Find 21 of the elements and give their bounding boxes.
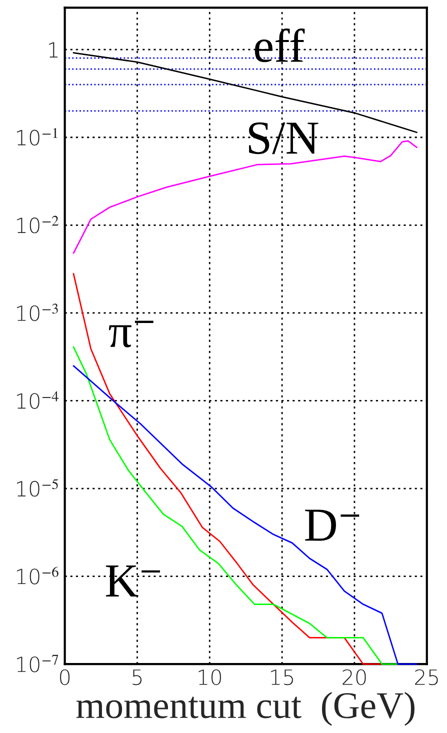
x-tick-label: 10 [198, 669, 221, 686]
x-axis-title: momentum cut (GeV) [76, 692, 414, 726]
y-tick-label: 1 [48, 42, 58, 58]
y-tick-label: 10$^{−3}$ [17, 304, 58, 322]
y-tick-label: 10$^{−4}$ [17, 391, 58, 409]
x-tick-label: 15 [271, 670, 293, 686]
x-tick-label: 0 [60, 669, 70, 686]
y-tick-label: 10$^{−6}$ [17, 566, 58, 584]
series-label: S/N [249, 122, 318, 154]
line-series [72, 272, 383, 665]
series-label: K$^{−}$ [106, 566, 160, 596]
series-label: eff [254, 28, 305, 62]
x-tick-label: 20 [342, 669, 366, 686]
x-tick-label: 25 [415, 669, 438, 686]
y-tick-label: 10$^{−5}$ [17, 478, 58, 497]
series-label: D$^{−}$ [305, 510, 360, 541]
series-label: π$^{−}$ [108, 320, 154, 348]
y-tick-label: 10$^{−1}$ [17, 128, 58, 146]
x-tick-label: 5 [132, 670, 142, 686]
y-tick-label: 10$^{−7}$ [17, 654, 58, 672]
y-tick-label: 10$^{−2}$ [17, 216, 58, 234]
